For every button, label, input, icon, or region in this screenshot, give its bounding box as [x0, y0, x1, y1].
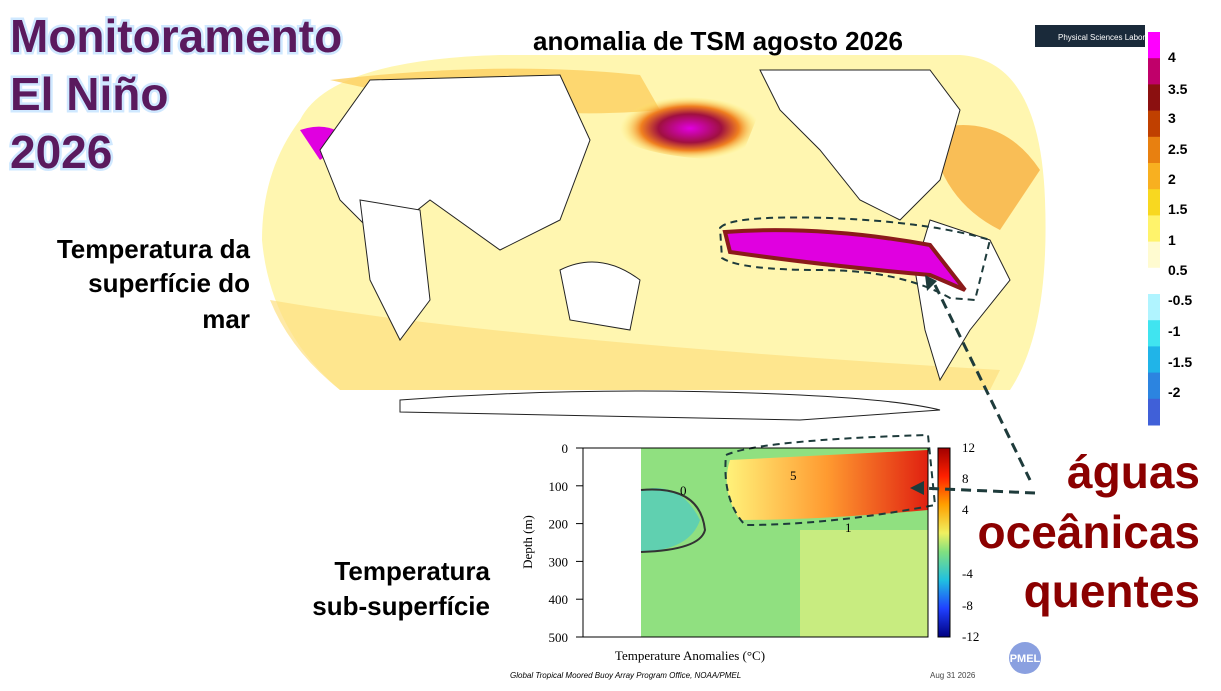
subsurface-label: sub-superfície	[312, 591, 490, 621]
colorbar-swatch	[1148, 163, 1160, 190]
colorbar-label: 3	[1168, 110, 1176, 126]
date: Aug 31 2026	[930, 671, 976, 680]
arrow	[919, 486, 1036, 495]
callout: oceânicas	[978, 506, 1200, 558]
colorbar-label: 2.5	[1168, 141, 1188, 157]
colorbar-label: 1	[1168, 232, 1176, 248]
colorbar-label: -12	[962, 629, 979, 644]
title-line: El Niño	[10, 68, 168, 120]
contour-label: 5	[790, 468, 797, 483]
y-tick-label: 100	[549, 479, 569, 494]
colorbar-swatch	[1148, 372, 1160, 400]
colorbar-label: 0.5	[1168, 262, 1188, 278]
y-tick-label: 500	[549, 630, 569, 645]
callout: quentes	[1024, 565, 1200, 617]
colorbar-swatch	[1148, 267, 1160, 295]
surface-label: Temperatura da	[57, 234, 251, 264]
title-line: 2026	[10, 126, 112, 178]
arrow	[933, 284, 1032, 481]
colorbar-swatch	[1148, 398, 1160, 426]
colorbar-swatch	[1148, 241, 1160, 269]
subsurface-label: Temperatura	[334, 556, 490, 586]
credit: Global Tropical Moored Buoy Array Progra…	[510, 671, 741, 680]
colorbar-swatch	[1148, 346, 1160, 374]
colorbar-swatch	[1148, 294, 1160, 321]
surface-label: superfície do	[88, 268, 250, 298]
colorbar-label: -1.5	[1168, 354, 1192, 370]
y-axis-label: Depth (m)	[520, 515, 535, 569]
colorbar-swatch	[1148, 215, 1160, 243]
map-colorbar: 4 3.5 3 2.5 2 1.5 1 0.5 -0.5 -1 -1.5 -2	[1148, 32, 1192, 426]
contour-label: 1	[845, 520, 852, 535]
colorbar-label: 3.5	[1168, 81, 1188, 97]
arrow-head	[910, 481, 924, 495]
colorbar-label: -8	[962, 598, 973, 613]
pmel-logo	[1009, 642, 1041, 674]
surface-label: mar	[202, 304, 250, 334]
y-tick-label: 0	[562, 441, 569, 456]
sst-map	[262, 55, 1046, 421]
contour-label: 0	[680, 483, 687, 498]
map-title: anomalia de TSM agosto 2026	[533, 26, 903, 56]
colorbar-label: 4	[962, 502, 969, 517]
subsurface-section: 0 5 1	[582, 433, 937, 638]
colorbar-label: -2	[1168, 384, 1181, 400]
colorbar-label: -0.5	[1168, 292, 1192, 308]
depth-axis: 0 100 200 300 400 500	[549, 441, 583, 645]
colorbar-swatch	[1148, 84, 1160, 112]
callout: águas	[1067, 446, 1200, 498]
colorbar-swatch	[1148, 110, 1160, 138]
colorbar-label: -1	[1168, 323, 1181, 339]
colorbar-label: -4	[962, 566, 973, 581]
colorbar-swatch	[1148, 58, 1160, 85]
psl-logo-text: Physical Sciences Laboratory	[1058, 33, 1163, 42]
colorbar-label: 4	[1168, 49, 1176, 65]
pmel-logo-text: PMEL	[1010, 653, 1041, 665]
arrow-head	[925, 275, 937, 291]
y-tick-label: 300	[549, 554, 569, 569]
colorbar-swatch	[1148, 320, 1160, 347]
x-axis-label: Temperature Anomalies (°C)	[615, 648, 765, 663]
colorbar-label: 8	[962, 471, 969, 486]
colorbar-swatch	[1148, 189, 1160, 216]
colorbar-swatch	[1148, 136, 1160, 164]
section-colorbar	[937, 447, 951, 638]
colorbar-swatch	[1148, 32, 1160, 59]
y-tick-label: 400	[549, 592, 569, 607]
colorbar-label: 12	[962, 440, 975, 455]
title-line: Monitoramento	[10, 10, 342, 62]
psl-logo	[1035, 25, 1145, 47]
section-colorbar-labels: 12 8 4 -4 -8 -12	[962, 440, 979, 644]
y-tick-label: 200	[549, 517, 569, 532]
colorbar-label: 1.5	[1168, 201, 1188, 217]
colorbar-label: 2	[1168, 171, 1176, 187]
